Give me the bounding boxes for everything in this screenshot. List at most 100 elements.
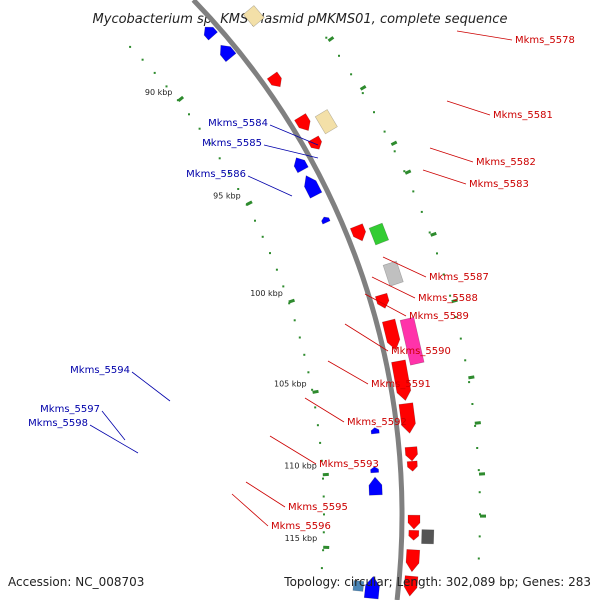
gene-label: Mkms_5596 [271, 521, 331, 532]
gene-label: Mkms_5592 [347, 417, 407, 428]
gene-label: Mkms_5585 [202, 138, 262, 149]
grid-dot [322, 495, 325, 498]
grid-dot [228, 172, 231, 175]
gene-forward [405, 549, 421, 573]
grid-dot [476, 447, 479, 449]
grid-dot [454, 316, 457, 319]
grid-dot [188, 113, 190, 116]
gene-forward [391, 359, 412, 401]
grid-dot [383, 130, 386, 133]
gene-forward [406, 460, 418, 472]
grid-dot [293, 319, 296, 322]
label-leader-line [247, 175, 293, 197]
grid-dot [420, 210, 423, 213]
grid-dot [129, 45, 132, 48]
outer-tick-mark [451, 298, 458, 304]
outer-tick-mark [359, 85, 367, 91]
grid-dot [403, 170, 406, 173]
gene-label: Mkms_5590 [391, 346, 451, 357]
grid-dot [468, 381, 471, 384]
gene-reverse [219, 44, 237, 63]
topology-text: Topology: circular; Length: 302,089 bp; … [283, 575, 591, 589]
label-leader-line [101, 410, 126, 441]
gene-reverse [293, 157, 309, 174]
gene-features [203, 5, 435, 600]
grid-dot [298, 336, 301, 339]
grid-dot [141, 58, 144, 61]
grid-dot [449, 294, 452, 297]
grid-dot [254, 219, 256, 222]
grid-dot [316, 424, 319, 427]
label-leader-line [446, 100, 491, 116]
kbp-tick-label: 115 kbp [285, 534, 318, 543]
plasmid-backbone [191, 0, 405, 600]
grid-dot [477, 557, 480, 560]
grid-dot [325, 36, 328, 39]
grid-dot [464, 359, 467, 362]
label-leader-line [422, 169, 467, 185]
gene-feature [242, 5, 265, 28]
grid-dot [320, 459, 323, 462]
grid-dot [350, 73, 353, 76]
gene-feature [352, 580, 365, 592]
label-leader-line [344, 323, 389, 352]
background-dots [129, 36, 481, 570]
label-leader-line [304, 397, 345, 423]
grid-dot [322, 477, 324, 480]
grid-dot [393, 150, 396, 153]
gene-feature [399, 316, 425, 366]
grid-dot [322, 549, 325, 552]
gene-label: Mkms_5598 [28, 418, 88, 429]
grid-dot [459, 337, 462, 340]
outer-tick-mark [474, 421, 481, 425]
gene-label: Mkms_5578 [515, 35, 575, 46]
grid-dot [218, 157, 221, 160]
gene-forward [294, 113, 311, 131]
grid-dot [361, 92, 364, 95]
gene-label: Mkms_5595 [288, 502, 348, 513]
grid-dot [477, 469, 480, 472]
kbp-tick-mark [312, 389, 319, 394]
label-leader-line [263, 144, 319, 159]
gene-labels: Mkms_5578 Mkms_5581 Mkms_5582 Mkms_5583 Mkms… [28, 35, 575, 532]
label-leader-line [327, 360, 369, 385]
gene-reverse [321, 216, 331, 225]
grid-dot [338, 54, 340, 57]
grid-dot [474, 424, 477, 427]
map-title: Mycobacterium sp. KMS plasmid pMKMS01, c… [93, 12, 508, 27]
gene-reverse [304, 175, 323, 199]
gene-forward [349, 223, 367, 242]
grid-dot [412, 190, 415, 193]
gene-forward [374, 292, 390, 309]
kbp-tick-label: 100 kbp [250, 289, 283, 298]
grid-dot [478, 535, 481, 538]
gene-label: Mkms_5591 [371, 379, 431, 390]
grid-dot [275, 268, 278, 271]
gene-reverse [363, 575, 380, 600]
grid-dot [428, 231, 431, 234]
grid-dot [479, 513, 481, 516]
label-leader-line [382, 256, 427, 278]
grid-dot [153, 71, 156, 74]
grid-dot [208, 142, 211, 145]
label-leader-line [429, 147, 474, 163]
gene-forward [404, 446, 418, 462]
kbp-tick-label: 110 kbp [284, 462, 317, 471]
kbp-tick-label: 95 kbp [213, 192, 241, 201]
outer-tick-mark [468, 375, 475, 380]
label-leader-line [231, 493, 269, 527]
label-leader-line [269, 435, 317, 465]
gene-forward [407, 514, 421, 530]
grid-dot [176, 99, 179, 102]
gene-feature [421, 529, 435, 545]
gene-reverse [370, 466, 380, 474]
grid-dot [198, 127, 201, 130]
outer-tick-mark [430, 231, 437, 237]
grid-dot [282, 285, 285, 288]
grid-dot [307, 371, 310, 374]
outer-tick-mark [327, 36, 335, 43]
kbp-tick-label: 90 kbp [145, 88, 173, 97]
label-leader-line [89, 424, 139, 454]
accession-text: Accession: NC_008703 [8, 575, 144, 589]
